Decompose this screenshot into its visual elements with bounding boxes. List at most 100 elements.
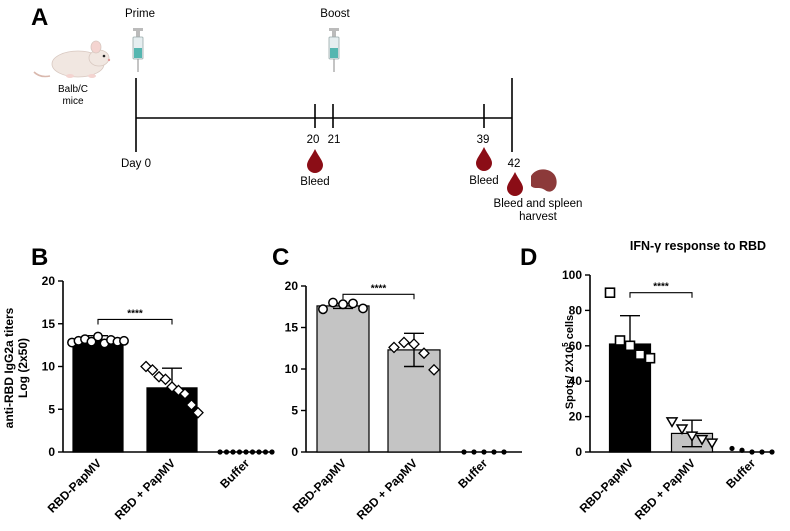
chart-d-data-point [624,340,636,352]
chart-d-ytick-label: 100 [562,268,582,282]
chart-c-data-point [328,297,338,308]
chart-b-data-point [249,449,256,455]
chart-d-data-point [634,349,646,360]
chart-d-ytick-label: 20 [569,410,583,424]
chart-b: 0 5 10 15 20 RBD-PapMV RBD + PapMV Buffer **** [42,274,275,522]
chart-b-data-point [159,373,172,386]
chart-b-xtick-label: RBD + PapMV [112,456,178,522]
chart-b-data-point [217,449,223,455]
chart-d-data-point [675,424,689,435]
panel-d-ylabel-sup: 5 [561,342,570,347]
chart-b-ytick-label: 20 [42,274,56,288]
final-label-line1: Bleed and spleen [494,198,583,210]
final-label-line2: harvest [519,211,558,223]
chart-d-data-point [759,449,765,455]
chart-d-data-point [705,438,719,450]
chart-b-significance-bracket [97,318,173,325]
chart-c-data-point [428,363,440,376]
chart-d-data-point [665,417,679,428]
prime-label: Prime [125,8,155,20]
panel-b-ylabel: anti-RBD IgG2a titers Log (2x50) [2,307,30,428]
chart-b-significance-label: **** [127,308,143,319]
chart-d-ytick-label: 0 [575,445,582,459]
panel-d-ylabel-text: Spots/ 2X105 cells [561,315,576,409]
chart-c-xtick-label: Buffer [455,456,490,491]
chart-b-ytick-label: 15 [42,317,56,331]
spleen-icon [531,169,557,192]
chart-b-xtick-label: Buffer [217,456,252,491]
chart-d-xtick-label: RBD + PapMV [632,456,698,522]
boost-label: Boost [320,8,350,20]
chart-c-data-point [418,347,430,360]
chart-c-data-point [338,299,348,310]
chart-c-significance-bracket [342,293,415,300]
chart-d-data-point [749,449,755,455]
panel-letter-d: D [520,244,537,271]
panel-letter-b: B [31,244,48,271]
chart-b-data-point [262,449,269,455]
chart-b-data-point [185,399,198,411]
panel-d-ylabel-main: Spots/ 2X10 [564,347,576,409]
chart-d-data-point [695,434,709,446]
day21-label: 21 [328,134,341,146]
chart-d-data-point [644,352,656,364]
chart-c-data-point [481,449,487,455]
day42-label: 42 [508,158,521,170]
bleed-label-day39: Bleed [469,175,498,187]
blood-drop-icon-day20 [307,149,323,173]
chart-b-xtick-label: RBD-PapMV [45,456,104,515]
chart-c-ytick-label: 0 [291,445,298,459]
chart-d-ytick-label: 80 [569,303,583,317]
chart-c-ytick-label: 15 [285,321,299,335]
chart-c-ytick-label: 10 [285,362,299,376]
day39-label: 39 [477,134,490,146]
chart-b-data-point [86,336,97,347]
chart-b-data-point [230,449,236,455]
chart-b-data-point [236,449,243,455]
panel-a-timeline: A Balb/C mice Prime [31,4,582,223]
chart-b-ytick-label: 10 [42,360,56,374]
chart-b-data-point [223,449,230,455]
chart-d-significance-label: **** [653,282,669,293]
chart-c-data-point [388,341,400,354]
chart-d-data-point [614,335,626,346]
chart-d-xtick-label: RBD-PapMV [577,456,636,515]
chart-b-data-point [269,449,275,455]
day20-label: 20 [307,134,320,146]
chart-c-significance-label: **** [371,283,387,294]
chart-b-data-point [179,387,191,400]
chart-b-ytick-label: 5 [48,402,55,416]
chart-d-xtick-label: Buffer [723,456,758,491]
chart-c-data-point [461,449,467,455]
chart-d-data-point [685,431,699,443]
chart-b-ytick-label: 0 [48,445,55,459]
panel-d-ylabel-tail: cells [564,315,576,343]
chart-c-data-point [501,449,507,455]
chart-d-data-point [769,449,775,455]
chart-c-data-point [318,304,328,315]
day0-label: Day 0 [121,158,151,170]
mouse-icon [33,40,111,78]
chart-b-data-point [192,406,204,419]
panel-letter-a: A [31,4,48,31]
chart-d-significance-bracket [629,292,693,298]
chart-c-data-point [398,336,410,349]
bleed-label-day20: Bleed [300,176,329,188]
chart-c-xtick-label: RBD-PapMV [290,456,349,515]
chart-d-data-point [729,445,735,452]
chart-d-ytick-label: 60 [569,339,583,353]
chart-d-data-point [604,287,616,299]
chart-b-data-point [93,331,103,342]
chart-c-bar [316,305,370,453]
chart-b-data-point [146,364,159,376]
chart-c-ytick-label: 5 [291,404,298,418]
panel-d-ylabel: Spots/ 2X105 cells [561,315,576,409]
chart-b-data-point [256,449,262,455]
chart-c-data-point [471,449,477,455]
chart-c: 0 5 10 15 20 RBD-PapMV RBD + PapMV Buffer **** [285,279,522,522]
chart-d-ytick-label: 40 [569,374,583,388]
mouse-label-line2: mice [62,96,84,107]
chart-c-data-point [491,449,497,455]
